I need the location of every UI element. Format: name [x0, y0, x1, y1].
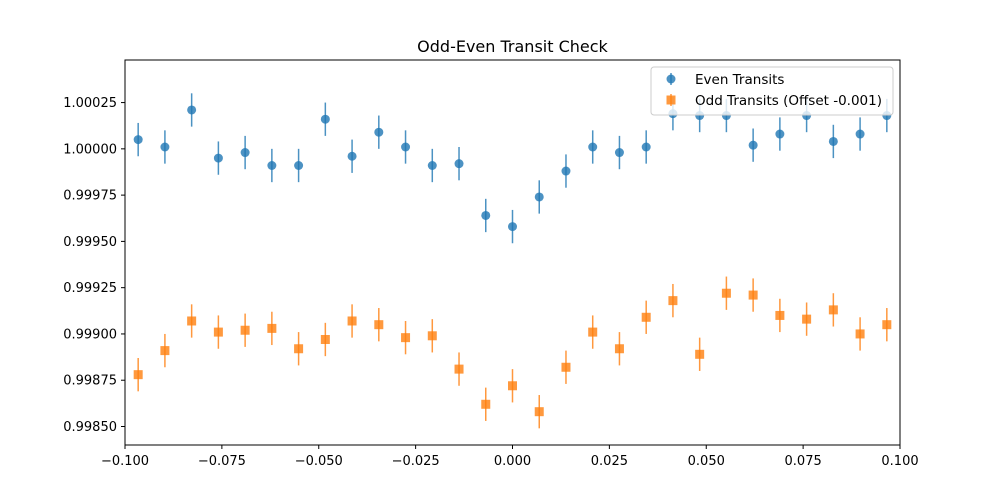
axes: −0.100 −0.075 −0.050 −0.025 0.000 0.025 0.050 0… [63, 59, 919, 469]
legend-box [650, 66, 894, 116]
data-point [213, 153, 223, 163]
data-point [240, 325, 250, 335]
data-point [561, 362, 571, 372]
data-point [828, 305, 838, 315]
data-point [187, 105, 197, 115]
data-point [320, 334, 330, 344]
data-point [427, 161, 437, 171]
legend-marker-circle [666, 74, 676, 84]
chart-title: Odd-Even Transit Check [417, 37, 608, 56]
data-point [320, 114, 330, 124]
data-point [775, 310, 785, 320]
data-point [695, 349, 705, 359]
data-point [267, 161, 277, 171]
y-tick-label: 0.99850 [63, 420, 117, 435]
data-point [347, 316, 357, 326]
data-point [748, 290, 758, 300]
data-point [641, 142, 651, 152]
series-even [133, 93, 892, 244]
data-point [187, 316, 197, 326]
data-point [213, 327, 223, 337]
y-tick-label: 1.00025 [63, 96, 117, 111]
data-point [534, 192, 544, 202]
data-point [160, 346, 170, 356]
data-point [588, 142, 598, 152]
data-point [374, 127, 384, 137]
data-point [561, 166, 571, 176]
data-point [508, 222, 517, 232]
x-tick-label: 0.025 [591, 454, 628, 469]
data-point [240, 148, 250, 158]
data-point [855, 129, 865, 139]
legend-marker-square [666, 95, 676, 105]
data-point [614, 148, 624, 158]
data-point [133, 370, 143, 380]
y-tick-label: 1.00000 [63, 142, 117, 157]
data-point [427, 331, 437, 341]
data-point [641, 312, 651, 322]
legend-label: Odd Transits (Offset -0.001) [695, 93, 882, 109]
data-point [294, 161, 304, 171]
data-point [855, 329, 865, 339]
x-tick-label: 0.075 [785, 454, 822, 469]
data-point [267, 323, 277, 333]
data-point [721, 288, 731, 298]
data-point [294, 344, 304, 354]
data-point [828, 136, 838, 146]
x-tick-label: −0.075 [198, 454, 246, 469]
y-tick-label: 0.99875 [63, 374, 117, 389]
data-point [588, 327, 598, 337]
data-point [481, 399, 491, 409]
legend-label: Even Transits [695, 72, 784, 88]
legend: Even Transits Odd Transits (Offset -0.001… [650, 66, 894, 116]
data-point [133, 135, 143, 145]
data-point [534, 407, 544, 417]
x-tick-label: 0.100 [881, 454, 918, 469]
y-tick-label: 0.99925 [63, 281, 117, 296]
data-point [668, 296, 678, 306]
x-tick-label: 0.000 [494, 454, 531, 469]
data-point [401, 142, 411, 152]
data-point [160, 142, 170, 152]
x-tick-label: 0.050 [688, 454, 725, 469]
data-point [508, 381, 517, 391]
y-tick-label: 0.99900 [63, 327, 117, 342]
data-point [374, 320, 384, 330]
y-tick-label: 0.99975 [63, 189, 117, 204]
x-tick-label: −0.100 [101, 454, 149, 469]
data-point [454, 364, 464, 374]
data-point [748, 140, 758, 150]
plot-area [133, 93, 892, 429]
x-tick-label: −0.025 [392, 454, 440, 469]
y-tick-label: 0.99950 [63, 235, 117, 250]
data-point [614, 344, 624, 354]
data-point [882, 320, 892, 330]
data-point [454, 159, 464, 169]
data-point [401, 333, 411, 343]
data-point [802, 314, 812, 324]
x-tick-label: −0.050 [295, 454, 343, 469]
data-point [481, 210, 491, 220]
series-odd [133, 276, 892, 429]
data-point [775, 129, 785, 139]
data-point [347, 151, 357, 161]
